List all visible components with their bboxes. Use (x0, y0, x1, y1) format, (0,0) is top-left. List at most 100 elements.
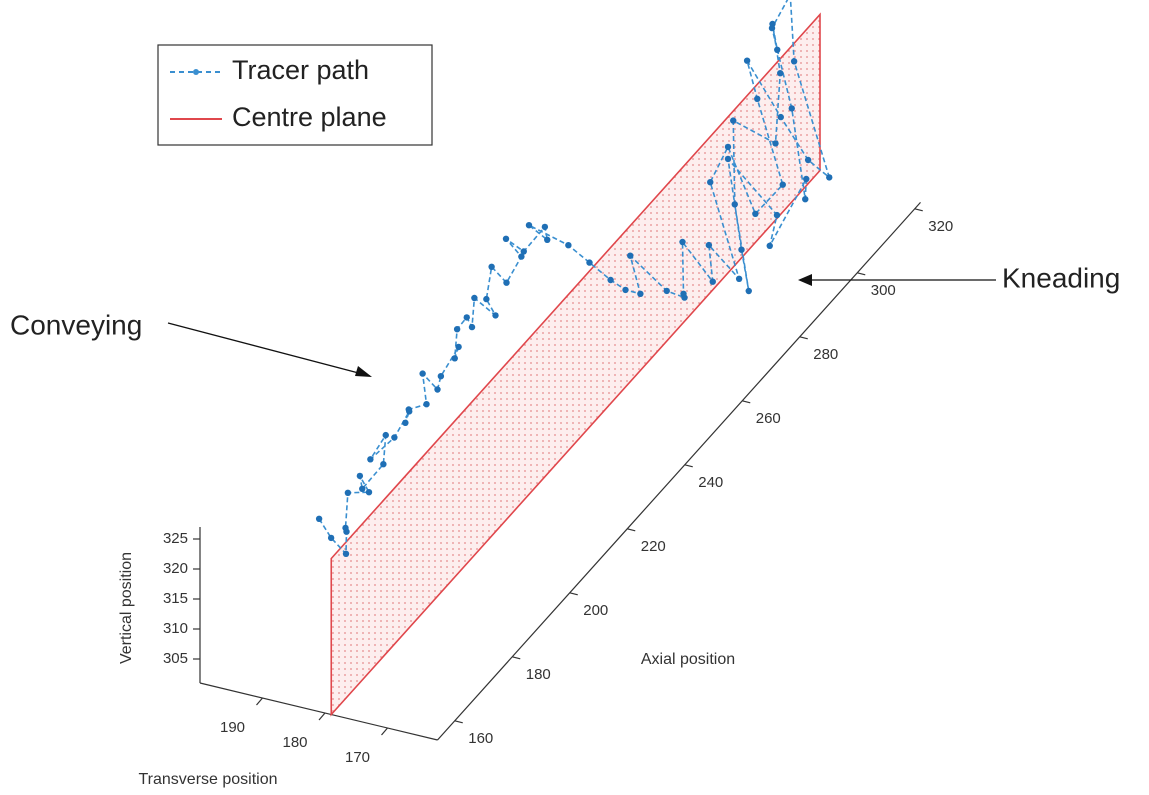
annotation: Kneading (1002, 262, 1120, 293)
y-tick-label: 300 (871, 282, 896, 299)
tracer-point (544, 236, 551, 243)
z-tick-label: 310 (163, 620, 188, 637)
legend-swatch-marker (193, 69, 199, 75)
tracer-point (402, 419, 409, 426)
tracer-point (743, 57, 751, 64)
tracer-point (451, 355, 458, 362)
y-tick-label: 220 (641, 538, 666, 555)
x-axis (199, 682, 438, 741)
tracer-point (679, 238, 686, 246)
tracer-point (455, 343, 462, 351)
tracer-point (525, 222, 533, 229)
tracer-point (802, 196, 809, 203)
x-tick (256, 697, 263, 706)
tracer-point (327, 534, 335, 542)
x-tick (318, 712, 326, 721)
tracer-point (367, 456, 374, 463)
y-tick (454, 720, 463, 724)
y-tick (512, 656, 521, 660)
y-tick-label: 260 (756, 410, 781, 427)
tracer-point (607, 276, 614, 284)
y-tick (857, 272, 866, 276)
axes: 170 180 190 160 180 200 220 240 260 280 300 320 305 3… (163, 201, 953, 766)
y-tick-label: 180 (526, 666, 551, 683)
tracer-point (752, 210, 759, 217)
tracer-point (680, 290, 687, 297)
tracer-point (586, 259, 593, 266)
tracer-point (520, 248, 527, 255)
tracer-point (434, 386, 441, 393)
x-tick-label: 190 (220, 719, 245, 736)
x-tick-label: 180 (282, 734, 307, 751)
annotation-arrow (167, 322, 371, 377)
tracer-point (541, 223, 549, 231)
tracer-point (622, 286, 629, 294)
tracer-point (437, 373, 445, 380)
y-axis-label: Axial position (641, 651, 735, 668)
centre-plane (330, 12, 821, 717)
annotation-arrowhead (798, 274, 812, 286)
tracer-point (754, 95, 761, 103)
tracer-point (738, 246, 745, 253)
tracer-point (788, 105, 795, 112)
tracer-point (777, 113, 784, 121)
y-tick-label: 160 (468, 730, 493, 747)
y-tick (914, 208, 923, 212)
tracer-point (453, 326, 461, 333)
annotation-arrowhead (355, 366, 372, 377)
tracer-point (405, 406, 412, 413)
tracer-point (772, 140, 779, 147)
tracer-point (391, 434, 398, 441)
tracer-point (419, 370, 426, 377)
tracer-point (468, 323, 476, 331)
y-tick (627, 528, 636, 532)
y-tick (742, 400, 751, 404)
z-tick-label: 320 (163, 560, 188, 577)
x-tick (381, 727, 388, 736)
tracer-point (471, 294, 478, 302)
tracer-point (356, 472, 364, 480)
tracer-point (705, 241, 713, 249)
tracer-point (423, 401, 430, 408)
tracer-point (342, 550, 350, 557)
tracer-point (730, 117, 737, 124)
annotation: Conveying (10, 309, 142, 340)
tracer-point (503, 279, 510, 286)
y-tick-label: 320 (928, 218, 953, 235)
y-tick (799, 336, 808, 340)
tracer-point (777, 70, 784, 77)
tracer-point (492, 312, 499, 319)
tracer-point (766, 242, 773, 249)
tracer-point (803, 175, 810, 183)
tracer-point (502, 235, 510, 242)
tracer-point (826, 174, 833, 181)
tracer-point (745, 287, 752, 295)
tracer-point (565, 242, 572, 249)
tracer-point (707, 179, 714, 186)
z-tick-label: 305 (163, 650, 188, 667)
tracer-point (663, 287, 670, 295)
y-tick-label: 200 (583, 602, 608, 619)
tracer-point (380, 461, 387, 468)
tracer-point (774, 46, 781, 53)
tracer-point (342, 524, 349, 532)
tracer-point (463, 314, 470, 321)
tracer-point (804, 156, 812, 164)
tracer-point (779, 181, 786, 188)
plot (315, 0, 833, 717)
y-tick-label: 240 (698, 474, 723, 491)
x-tick-label: 170 (345, 749, 370, 766)
tracer-point (483, 295, 490, 303)
tracer-point (365, 489, 373, 496)
legend-label: Centre plane (232, 102, 387, 132)
tracer-point (735, 275, 743, 282)
tracer-point (773, 211, 781, 219)
tracer-point (382, 431, 389, 439)
tracer-point (724, 155, 732, 163)
tracer-point (731, 201, 738, 208)
tracer-point (637, 290, 644, 297)
legend: Tracer path Centre plane (157, 44, 433, 146)
z-axis-label: Vertical position (118, 552, 135, 664)
legend-label: Tracer path (232, 55, 369, 85)
